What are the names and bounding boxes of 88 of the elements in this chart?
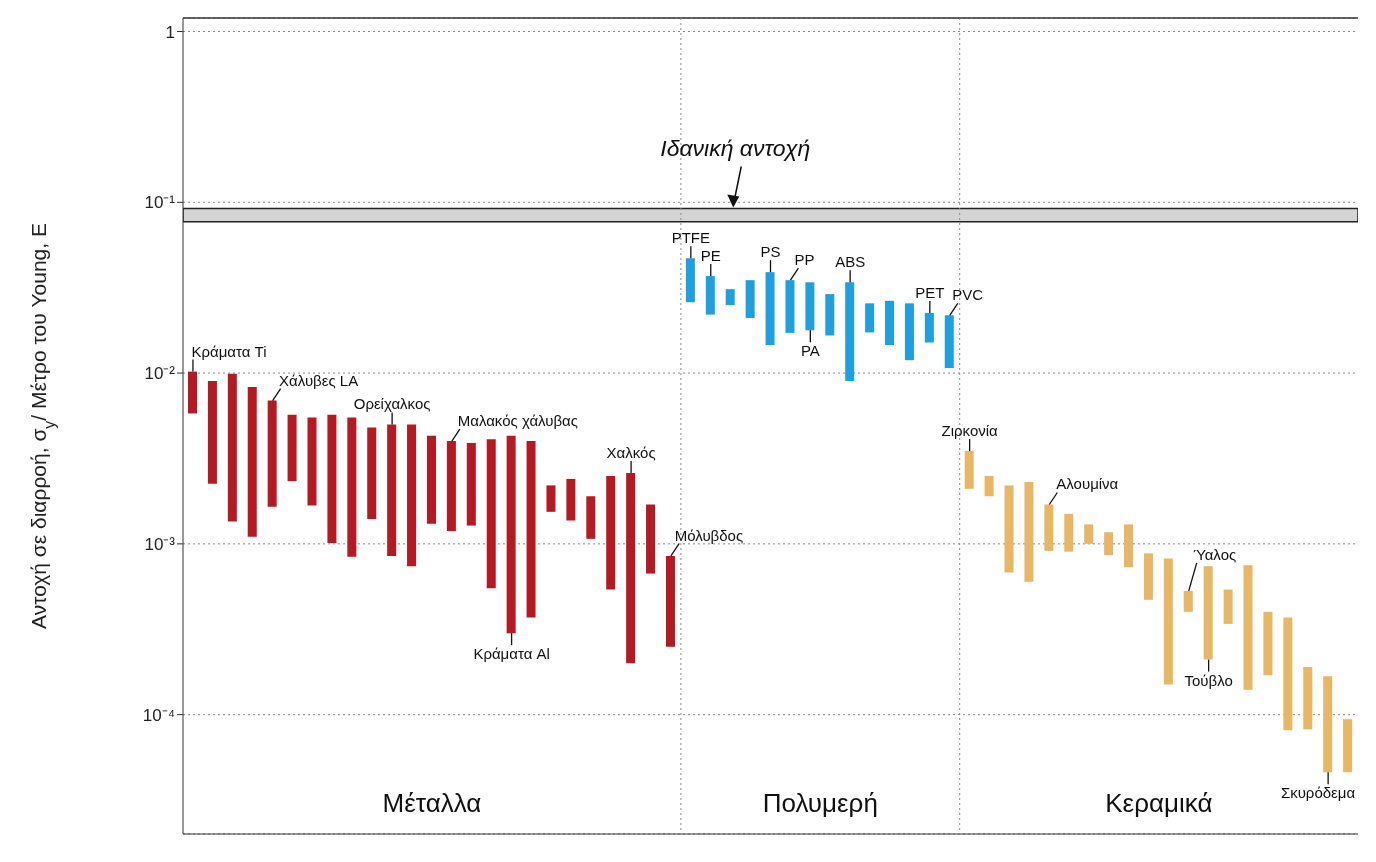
bar [1004,485,1014,573]
bar [1303,667,1313,730]
data-label: PVC [952,286,984,304]
bar [1183,590,1193,612]
data-label: Μαλακός χάλυβας [457,412,578,430]
bar [1323,676,1333,773]
bar [1084,524,1094,544]
y-tick-label: 1 [165,22,175,42]
data-label: Ορείχαλκος [353,395,431,413]
y-tick-label: 10⁻² [144,364,176,384]
bar [446,441,456,531]
bar [785,280,795,333]
bar [387,424,397,556]
bar [685,258,695,303]
data-label: Αλουμίνα [1056,475,1119,493]
bar [924,312,934,343]
bar [506,435,516,634]
bar [606,475,616,590]
bar [705,276,715,315]
bar [1143,553,1153,600]
y-tick-label: 10⁻³ [144,534,176,554]
bar [188,371,197,414]
data-label: Χαλκός [606,443,656,461]
bar [566,478,576,521]
bar [586,496,596,539]
band-label: Ιδανική αντοχή [660,135,811,162]
data-label: PET [915,283,945,301]
bar [944,315,954,369]
bar [546,485,556,512]
y-tick-label: 10⁻¹ [144,193,176,213]
bar [307,417,317,506]
data-label: PE [700,247,721,265]
data-label: Σκυρόδεμα [1280,784,1356,802]
bar [526,441,536,618]
data-label: PTFE [671,229,711,247]
data-label: Μόλυβδος [674,526,744,544]
data-label: PP [794,251,815,269]
bar [207,380,217,484]
bar [247,386,257,537]
bar [1124,524,1134,568]
bar [1263,611,1273,676]
bar [1223,589,1233,624]
bar [1163,558,1173,685]
bar [1203,566,1213,660]
data-label: Χάλυβες LA [279,371,359,389]
data-label: Τούβλο [1184,671,1233,689]
data-label: Ύαλος [1193,545,1237,563]
bar [347,417,357,557]
bar [466,442,476,526]
bar [805,282,815,331]
bar [267,400,277,507]
bar [984,475,994,497]
bar [327,414,337,544]
bar [407,424,417,567]
bar [745,280,755,319]
data-label: Κράματα Al [473,645,550,663]
data-label: Κράματα Ti [191,342,267,360]
bar [1064,513,1074,552]
bar [367,427,377,519]
bar [646,504,656,574]
bar [904,303,914,361]
bar [845,282,855,381]
bar [885,300,895,346]
bar [1044,504,1054,551]
bar [626,472,636,664]
annotation: Κεραμικά [1105,788,1213,818]
bar [426,435,436,524]
y-tick-label: 10⁻⁴ [142,705,175,725]
bar [486,439,496,589]
bar [665,555,675,647]
data-label: ABS [835,253,866,271]
bar [865,303,875,333]
bar [287,414,297,482]
data-label: PA [800,342,820,360]
bar [1024,482,1034,582]
bar [227,373,237,522]
annotation: Πολυμερή [762,788,878,818]
data-label: PS [760,243,781,261]
annotation: Μέταλλα [382,788,482,818]
bar [1343,719,1353,773]
bar [725,289,735,306]
bar [1243,565,1253,690]
bar [825,294,835,336]
data-label: Ζιρκονία [941,421,999,439]
bar [765,272,775,346]
bar [964,450,974,489]
bar [1283,617,1293,731]
bar [1104,532,1114,556]
